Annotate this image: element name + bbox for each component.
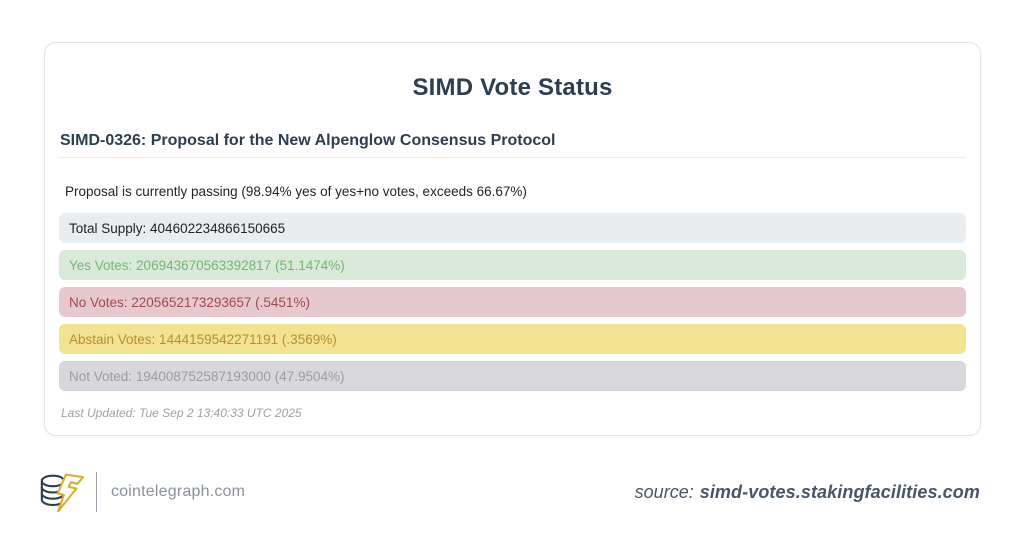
not-voted-row: Not Voted: 194008752587193000 (47.9504%) — [59, 361, 966, 391]
no-votes-row: No Votes: 2205652173293657 (.5451%) — [59, 287, 966, 317]
footer: cointelegraph.com source: simd-votes.stak… — [38, 466, 980, 518]
source-label: source: — [634, 481, 694, 502]
source-attribution: source: simd-votes.stakingfacilities.com — [635, 482, 980, 503]
page-title: SIMD Vote Status — [412, 74, 613, 101]
vote-status-card: SIMD Vote Status SIMD-0326: Proposal for… — [44, 42, 981, 436]
brand-lockup: cointelegraph.com — [38, 468, 245, 516]
brand-domain: cointelegraph.com — [111, 483, 246, 500]
vote-rows: Total Supply: 404602234866150665 Yes Vot… — [59, 213, 966, 391]
abstain-votes-row: Abstain Votes: 1444159542271191 (.3569%) — [59, 324, 966, 354]
passing-status-text: Proposal is currently passing (98.94% ye… — [65, 184, 527, 199]
source-domain: simd-votes.stakingfacilities.com — [699, 481, 980, 502]
footer-divider — [96, 472, 97, 512]
heading-divider — [59, 157, 966, 158]
total-supply-row: Total Supply: 404602234866150665 — [59, 213, 966, 243]
proposal-heading: SIMD-0326: Proposal for the New Alpenglo… — [60, 132, 556, 149]
yes-votes-row: Yes Votes: 206943670563392817 (51.1474%) — [59, 250, 966, 280]
last-updated-text: Last Updated: Tue Sep 2 13:40:33 UTC 202… — [61, 406, 302, 420]
cointelegraph-logo-icon — [40, 473, 85, 513]
